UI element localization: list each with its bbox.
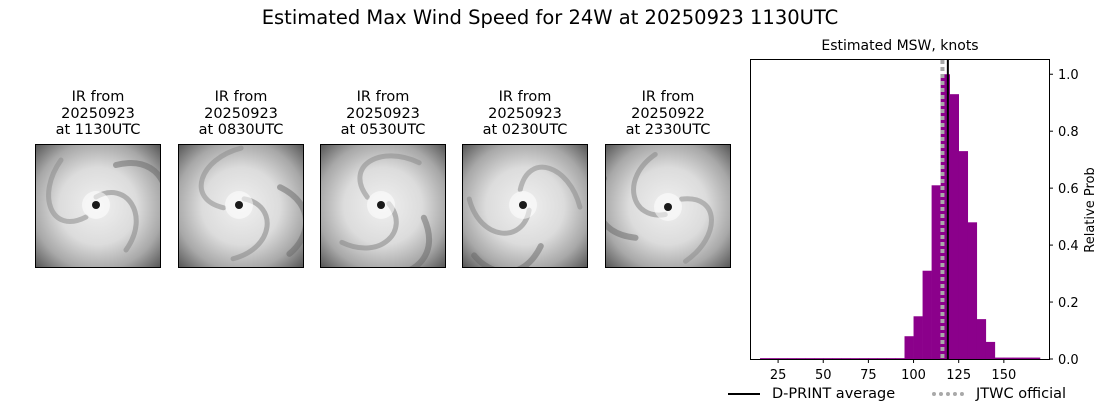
y-tick-label: 0.0	[1058, 353, 1079, 368]
histogram-bar	[850, 358, 860, 359]
histogram-bar	[958, 151, 969, 359]
ir-satellite-image-2	[178, 144, 304, 268]
ir-satellite-image-5	[605, 144, 731, 268]
ir-satellite-image-3	[320, 144, 446, 268]
legend-jtwc-label: JTWC official	[976, 386, 1067, 402]
histogram-bar	[760, 358, 770, 359]
histogram-bar	[904, 336, 914, 359]
x-tick-label: 75	[860, 368, 877, 383]
histogram-bar	[1021, 357, 1032, 359]
y-tick-label: 0.6	[1058, 182, 1079, 197]
ir-label-line1: IR from	[214, 89, 268, 105]
histogram-bar	[832, 358, 842, 359]
histogram-bar	[859, 358, 869, 359]
ir-label-time: at 0530UTC	[340, 122, 426, 138]
y-axis: 0.0 0.2 0.4 0.6 0.8 1.0	[1049, 68, 1079, 368]
reference-lines	[940, 60, 949, 359]
y-tick-label: 1.0	[1058, 68, 1079, 83]
x-tick-label: 125	[946, 368, 971, 383]
histogram-bar	[895, 358, 905, 359]
x-tick-label: 50	[815, 368, 832, 383]
cyclone-ir-image	[463, 145, 587, 267]
x-tick-label: 25	[770, 368, 787, 383]
histogram-bar	[940, 74, 950, 359]
histogram-bar	[886, 358, 896, 359]
ir-label-date: 20250922	[631, 105, 705, 122]
legend-dprint-label: D-PRINT average	[772, 386, 896, 402]
cyclone-ir-image	[179, 145, 303, 267]
histogram-bars	[760, 74, 1041, 360]
histogram-bar	[985, 341, 996, 359]
histogram-bar	[841, 358, 851, 359]
legend-solid-line-swatch	[728, 393, 760, 395]
ir-panel-label: IR from 20250922 at 2330UTC	[605, 89, 731, 139]
histogram-bar	[913, 316, 923, 359]
ir-label-line1: IR from	[71, 89, 125, 105]
ir-label-time: at 1130UTC	[55, 122, 141, 138]
ir-label-time: at 0230UTC	[482, 122, 568, 138]
ir-label-line1: IR from	[498, 89, 552, 105]
cyclone-ir-image	[36, 145, 160, 267]
ir-panel-label: IR from 20250923 at 0530UTC	[320, 89, 446, 139]
legend-dashed-line-swatch	[932, 392, 964, 396]
ir-label-date: 20250923	[61, 105, 135, 122]
histogram-bar	[949, 94, 959, 360]
ir-satellite-image-4	[462, 144, 588, 268]
ir-label-date: 20250923	[204, 105, 278, 122]
ir-panel-label: IR from 20250923 at 0830UTC	[178, 89, 304, 139]
histogram-bar	[976, 319, 987, 359]
ir-label-line1: IR from	[641, 89, 695, 105]
histogram-bar	[994, 357, 1005, 359]
histogram-bar	[769, 358, 779, 359]
ir-label-date: 20250923	[346, 105, 420, 122]
ir-panel-5: IR from 20250922 at 2330UTC	[605, 89, 731, 268]
ir-label-time: at 2330UTC	[625, 122, 711, 138]
histogram-bar	[877, 358, 887, 359]
ir-panel-1: IR from 20250923 at 1130UTC	[35, 89, 161, 268]
x-tick-label: 100	[901, 368, 926, 383]
y-tick-label: 0.8	[1058, 125, 1079, 140]
histogram-bar	[967, 222, 978, 359]
histogram-bar	[1003, 357, 1014, 359]
y-tick-label: 0.2	[1058, 296, 1079, 311]
legend-jtwc: JTWC official	[932, 386, 1066, 402]
histogram-bar	[1012, 357, 1023, 359]
histogram-bar	[931, 185, 941, 359]
ir-panel-2: IR from 20250923 at 0830UTC	[178, 89, 304, 268]
histogram-bar	[796, 358, 806, 359]
ir-panel-label: IR from 20250923 at 1130UTC	[35, 89, 161, 139]
y-tick-label: 0.4	[1058, 239, 1079, 254]
histogram-bar	[814, 358, 824, 359]
histogram-bar	[922, 270, 932, 359]
ir-label-date: 20250923	[488, 105, 562, 122]
figure-title: Estimated Max Wind Speed for 24W at 2025…	[261, 6, 839, 29]
x-tick-label: 150	[991, 368, 1016, 383]
histogram-bar	[868, 358, 878, 359]
ir-panel-3: IR from 20250923 at 0530UTC	[320, 89, 446, 268]
plot-frame	[750, 59, 1050, 360]
histogram-bar	[787, 358, 797, 359]
ir-label-time: at 0830UTC	[198, 122, 284, 138]
histogram-bar	[823, 358, 833, 359]
ir-label-line1: IR from	[356, 89, 410, 105]
histogram-bar	[805, 358, 815, 359]
ir-panel-label: IR from 20250923 at 0230UTC	[462, 89, 588, 139]
histogram-bar	[778, 358, 788, 359]
histogram-bar	[1030, 357, 1041, 359]
cyclone-ir-image	[606, 145, 730, 267]
ir-satellite-image-1	[35, 144, 161, 268]
y-axis-label: Relative Prob	[1083, 167, 1098, 252]
cyclone-ir-image	[321, 145, 445, 267]
x-axis: 25 50 75 100 125 150	[770, 359, 1016, 383]
chart-title: Estimated MSW, knots	[821, 38, 978, 54]
ir-panel-4: IR from 20250923 at 0230UTC	[462, 89, 588, 268]
legend-dprint: D-PRINT average	[728, 386, 895, 402]
